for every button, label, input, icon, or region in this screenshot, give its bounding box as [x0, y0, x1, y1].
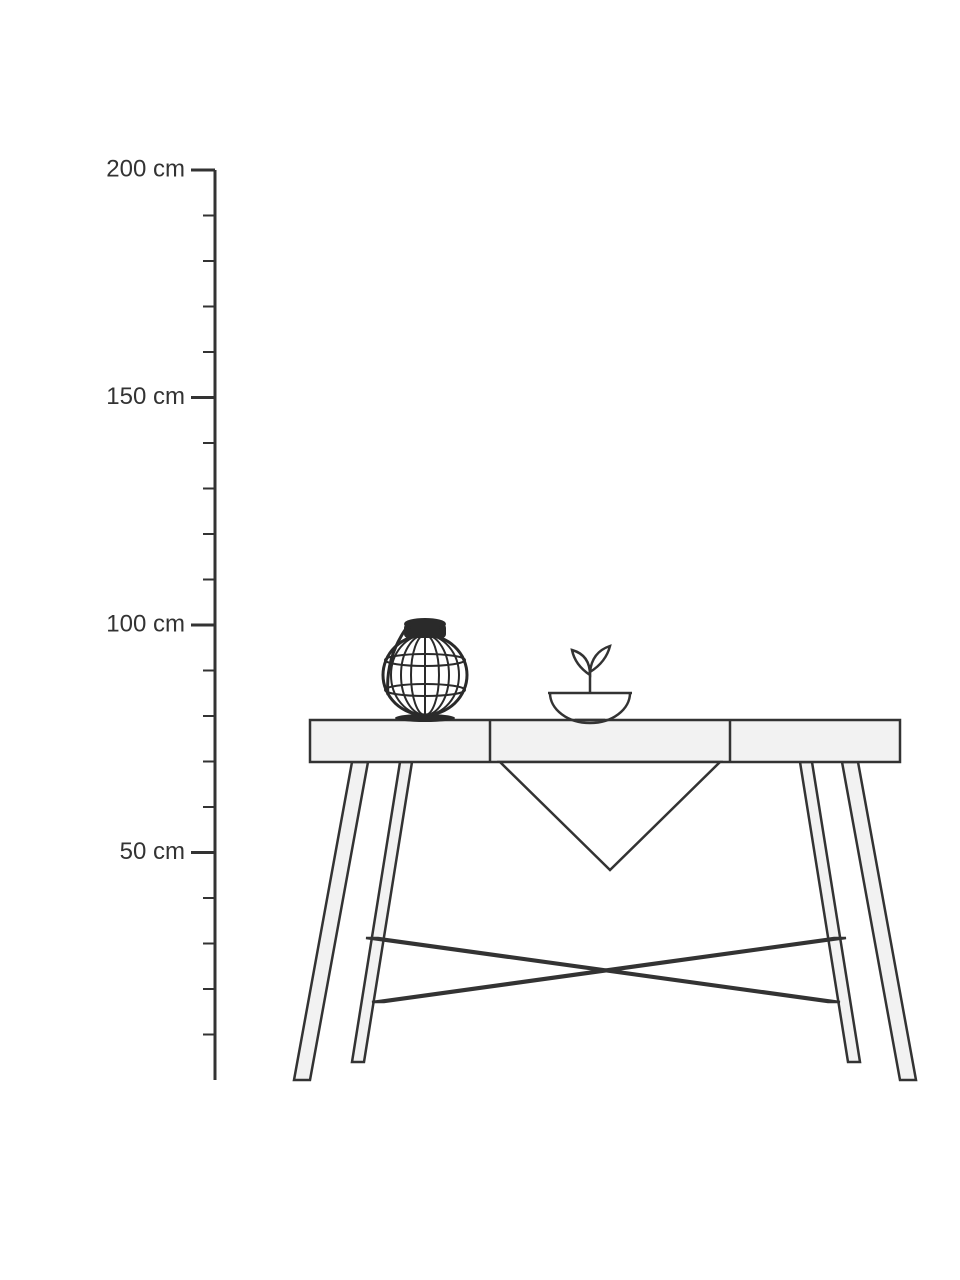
- table-cross-brace: [366, 938, 846, 1002]
- plant-bowl: [548, 646, 632, 723]
- lantern: [383, 619, 467, 722]
- table-top: [310, 720, 900, 762]
- size-diagram: 200 cm 150 cm 100 cm 50 cm: [0, 0, 960, 1280]
- axis-label-150: 150 cm: [106, 383, 185, 410]
- axis-label-50: 50 cm: [120, 838, 185, 865]
- axis-label-200: 200 cm: [106, 155, 185, 182]
- axis-label-100: 100 cm: [106, 610, 185, 637]
- measurement-axis: 200 cm 150 cm 100 cm 50 cm: [106, 155, 215, 1080]
- table-illustration: [294, 720, 916, 1080]
